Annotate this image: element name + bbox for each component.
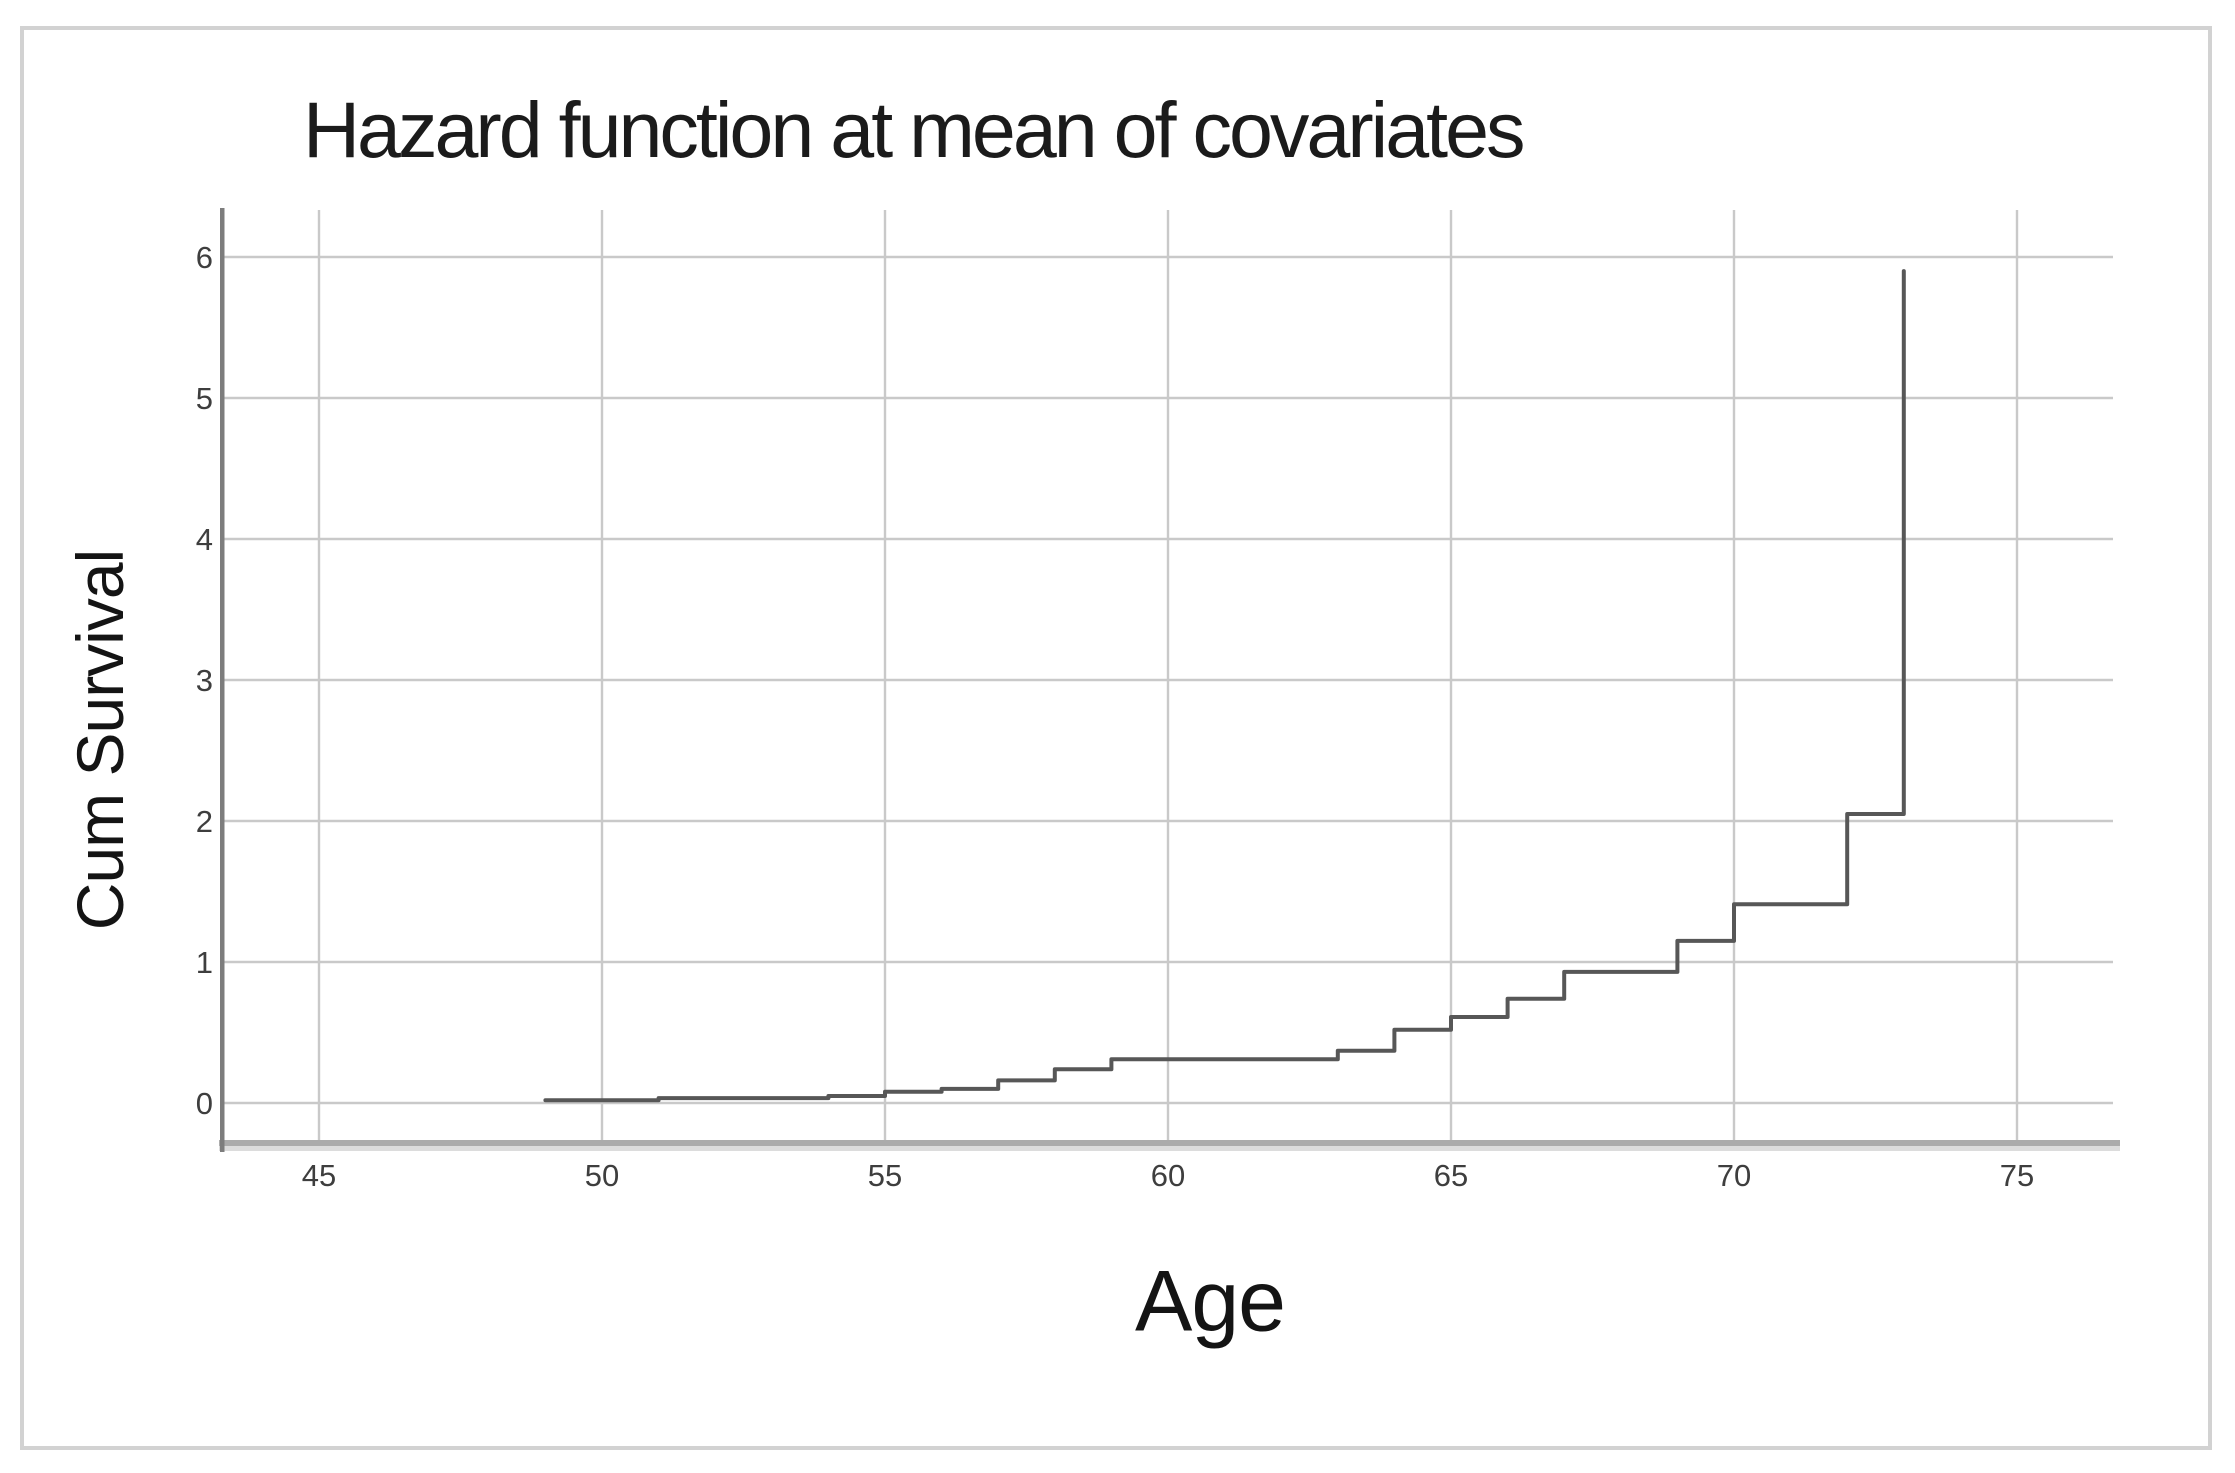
hazard-curve (543, 269, 1906, 1103)
x-tick-label: 70 (1717, 1158, 1751, 1193)
x-tick-label: 75 (2000, 1158, 2034, 1193)
x-axis-label: Age (1134, 1253, 1286, 1350)
y-axis-line (220, 208, 225, 1152)
x-tick-label: 60 (1151, 1158, 1185, 1193)
y-tick-label: 2 (196, 804, 213, 839)
y-tick-label: 0 (196, 1086, 213, 1121)
y-tick-label: 4 (196, 522, 213, 557)
x-axis-line (219, 1140, 2120, 1146)
chart-title: Hazard function at mean of covariates (303, 85, 1526, 174)
x-tick-label: 50 (585, 1158, 619, 1193)
y-tick-label: 3 (196, 663, 213, 698)
figure-border (20, 26, 2212, 1450)
y-tick-label: 5 (196, 381, 213, 416)
x-axis-shadow (219, 1146, 2120, 1151)
x-tick-label: 55 (868, 1158, 902, 1193)
x-tick-label: 65 (1434, 1158, 1468, 1193)
y-tick-label: 6 (196, 240, 213, 275)
x-tick-label: 45 (302, 1158, 336, 1193)
y-tick-label: 1 (196, 945, 213, 980)
